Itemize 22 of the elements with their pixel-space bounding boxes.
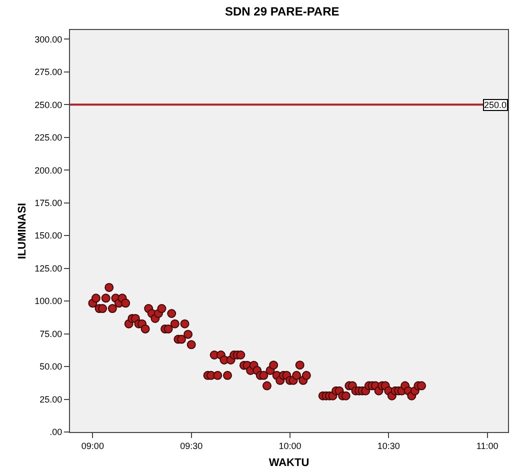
x-tick-label: 10:30 [377,440,400,451]
y-tick-label: 75.00 [40,328,62,339]
y-tick-label: 275.00 [34,67,62,78]
ref-line-label: 250.0 [484,100,507,110]
y-tick-label: 150.00 [34,230,62,241]
y-tick-label: 175.00 [34,198,62,208]
y-tick-label: 300.00 [34,34,62,44]
x-axis-title: WAKTU [268,457,310,469]
y-tick-label: 100.00 [34,296,62,306]
y-tick-label: 225.00 [34,132,62,143]
y-tick-label: .00 [50,427,62,438]
y-tick-label: 25.00 [40,394,62,404]
chart-title: SDN 29 PARE-PARE [225,4,340,19]
x-tick-label: 11:00 [476,440,498,451]
x-tick-label: 09:00 [81,440,104,451]
x-tick-label: 10:00 [278,440,302,451]
y-tick-label: 50.00 [40,362,62,372]
x-tick-label: 09:30 [180,440,203,451]
y-tick-label: 250.00 [34,100,62,110]
y-tick-label: 125.00 [34,263,62,274]
y-axis-title: ILUMINASI [16,202,28,260]
y-tick-label: 200.00 [34,165,62,176]
